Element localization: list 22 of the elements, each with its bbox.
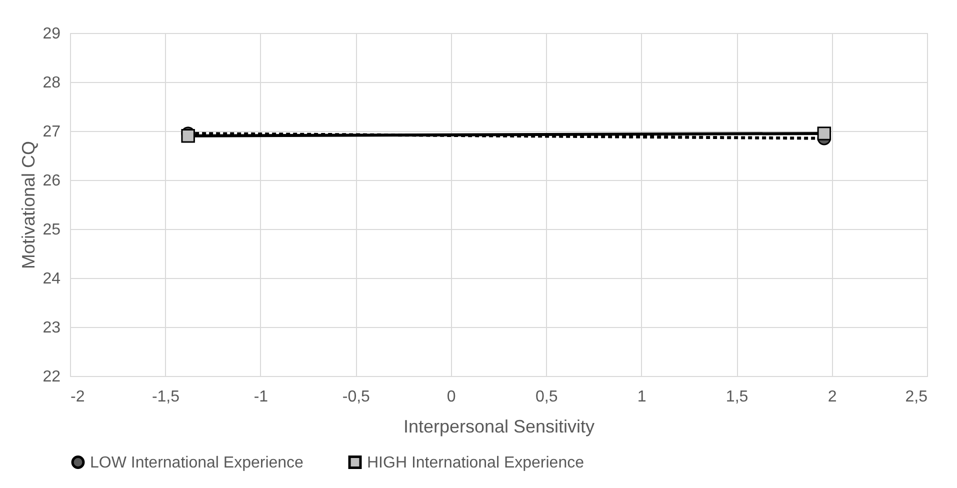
legend-label: LOW International Experience [90, 454, 304, 472]
x-tick-label: 0 [446, 388, 456, 406]
y-tick-label: 23 [42, 320, 61, 336]
y-tick-label: 28 [42, 74, 61, 92]
legend-label: HIGH International Experience [367, 454, 584, 472]
x-axis-title: Interpersonal Sensitivity [403, 416, 595, 436]
x-tick-label: 2 [828, 388, 837, 406]
y-tick-label: 27 [42, 124, 61, 140]
x-tick-label: 2,5 [905, 388, 928, 406]
x-tick-label: -0,5 [342, 388, 370, 406]
y-tick-label: 24 [42, 270, 61, 288]
x-tick-label: 1 [637, 388, 646, 406]
x-tick-label: 1,5 [726, 388, 748, 406]
y-tick-label: 25 [42, 222, 61, 238]
x-tick-label: -2 [70, 388, 85, 406]
y-tick-label: 26 [42, 172, 61, 190]
y-axis-title: Motivational CQ [18, 140, 39, 270]
x-tick-label: 0,5 [535, 388, 558, 406]
x-tick-label: -1 [254, 388, 268, 406]
x-tick-label: -1,5 [152, 388, 180, 406]
y-tick-label: 22 [42, 368, 61, 386]
y-tick-label: 29 [42, 26, 61, 42]
